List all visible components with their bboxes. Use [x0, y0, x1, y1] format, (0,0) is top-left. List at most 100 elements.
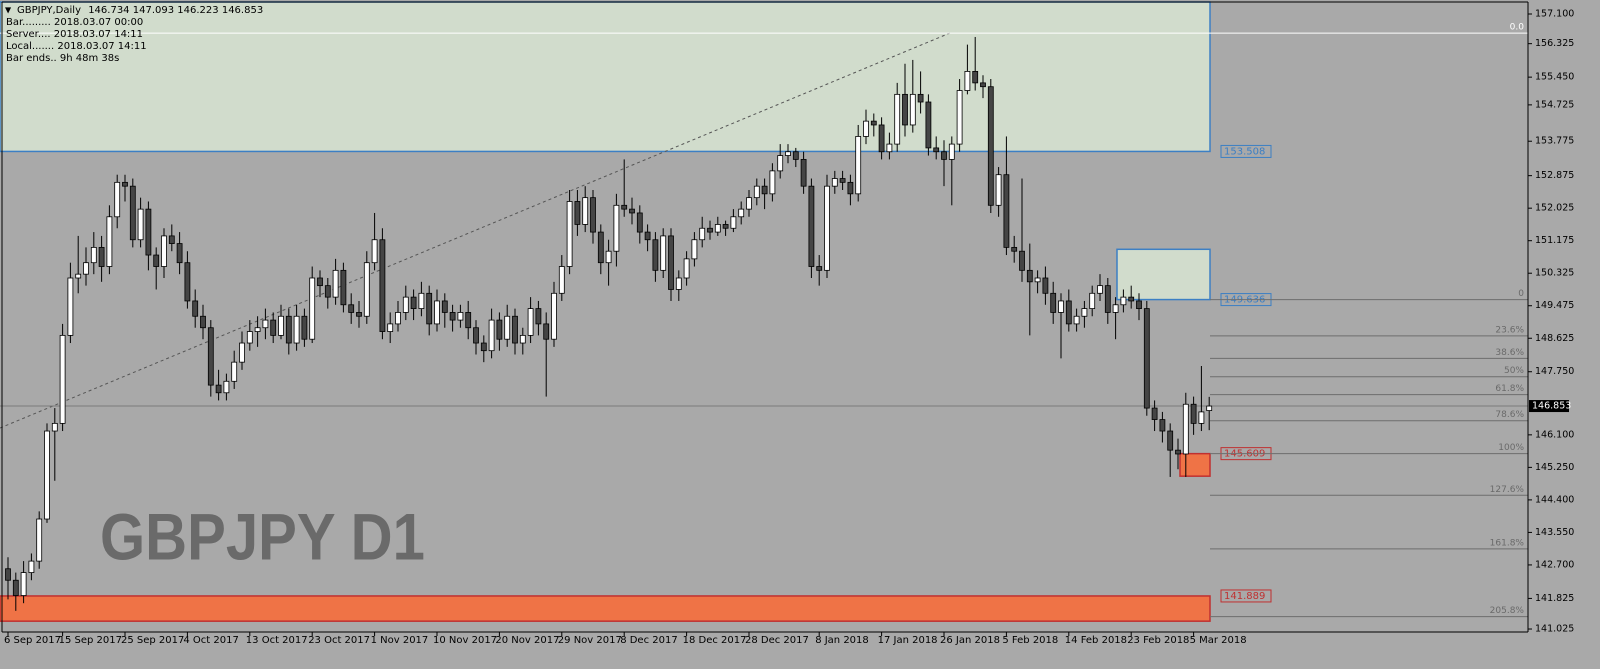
candle-body	[215, 384, 222, 394]
candle-body	[1175, 449, 1181, 455]
candle-body	[551, 292, 557, 340]
candle-body	[972, 71, 979, 84]
candle-body	[878, 124, 885, 153]
y-tick-label: 153.775	[1535, 136, 1574, 147]
candle-body	[184, 262, 191, 302]
zone-label: 153.508	[1224, 146, 1265, 157]
candle-body	[839, 178, 846, 183]
candle-body	[1143, 308, 1150, 409]
x-tick-label: 6 Sep 2017	[4, 635, 61, 646]
candle-body	[956, 90, 963, 145]
y-tick-label: 141.025	[1535, 624, 1574, 635]
candle-body	[769, 170, 776, 195]
info-line: Local....... 2018.03.07 14:11	[6, 41, 147, 52]
candle-body	[948, 143, 955, 160]
zone-label-box	[1220, 589, 1272, 603]
candle-body	[457, 312, 464, 321]
x-tick-label: 4 Oct 2017	[183, 635, 238, 646]
x-tick-label: 1 Nov 2017	[371, 635, 429, 646]
low: 146.223	[177, 5, 218, 16]
zone	[1116, 248, 1211, 301]
candle-body	[714, 224, 721, 233]
fib-label: 100%	[1498, 443, 1524, 453]
candle-body	[917, 93, 924, 103]
x-tick-label: 28 Dec 2017	[745, 635, 809, 646]
candle-body	[192, 300, 199, 317]
y-tick-label: 145.250	[1535, 462, 1574, 473]
candle-body	[223, 380, 230, 394]
x-tick-label: 15 Sep 2017	[59, 635, 122, 646]
candle-body	[371, 239, 378, 264]
fib-label: 78.6%	[1495, 410, 1524, 420]
candle-body	[566, 201, 573, 267]
candle-body	[83, 262, 89, 275]
candle-body	[995, 174, 1002, 206]
candle-body	[1120, 296, 1127, 306]
fib-label: 0.0	[1510, 23, 1525, 33]
candle-body	[504, 315, 511, 340]
candle-body	[176, 243, 183, 264]
candle-body	[379, 239, 386, 332]
candle-body	[1003, 174, 1010, 248]
candle-body	[590, 197, 596, 233]
candle-body	[909, 93, 916, 126]
zone	[0, 595, 1211, 622]
candle-body	[1081, 308, 1088, 317]
candle-body	[1089, 292, 1096, 310]
candle-body	[660, 235, 667, 271]
candle-body	[496, 319, 503, 340]
candle-body	[964, 71, 971, 91]
candle-body	[746, 197, 752, 210]
x-tick-label: 29 Nov 2017	[558, 635, 622, 646]
candle-body	[527, 308, 534, 336]
zone-label: 141.889	[1224, 591, 1265, 602]
candle-body	[652, 239, 659, 271]
candle-body	[1026, 269, 1033, 283]
y-tick-label: 156.325	[1535, 38, 1574, 49]
fib-label: 38.6%	[1495, 348, 1524, 358]
candle-body	[75, 273, 82, 279]
y-tick-label: 142.700	[1535, 559, 1574, 570]
open: 146.734	[88, 5, 129, 16]
candle-body	[558, 266, 565, 294]
candle-body	[161, 235, 167, 267]
y-tick-label: 144.400	[1535, 494, 1574, 505]
x-tick-label: 13 Oct 2017	[246, 635, 308, 646]
candle-body	[51, 422, 58, 432]
y-tick-label: 150.325	[1535, 268, 1574, 279]
candle-body	[12, 579, 19, 596]
x-tick-label: 14 Feb 2018	[1065, 635, 1127, 646]
candle-body	[441, 300, 448, 313]
candle-body	[239, 342, 245, 363]
fib-label: 23.6%	[1495, 325, 1524, 335]
candle-body	[777, 155, 784, 172]
candle-body	[410, 296, 417, 310]
candle-body	[987, 86, 994, 206]
x-tick-label: 10 Nov 2017	[433, 635, 497, 646]
candle-body	[1159, 419, 1166, 432]
candle-body	[1182, 403, 1189, 455]
candle-body	[1198, 411, 1205, 424]
candle-body	[270, 319, 277, 336]
candle-body	[543, 323, 550, 340]
candle-body	[44, 430, 50, 520]
candle-body	[824, 185, 830, 271]
x-tick-label: 23 Feb 2018	[1127, 635, 1189, 646]
fib-label: 127.6%	[1490, 485, 1525, 495]
candle-body	[332, 269, 339, 298]
candle-body	[449, 312, 456, 321]
candle-body	[90, 246, 97, 264]
candle-body	[262, 319, 269, 329]
candle-body	[98, 246, 105, 267]
candle-body	[808, 185, 815, 267]
close: 146.853	[222, 5, 263, 16]
x-tick-label: 26 Jan 2018	[940, 635, 1000, 646]
candle-body	[941, 151, 947, 160]
candle-body	[847, 181, 854, 195]
price-badge-label: 146.853	[1532, 401, 1571, 412]
candle-body	[301, 315, 308, 340]
symbol: GBPJPY,Daily	[17, 5, 81, 16]
x-tick-label: 18 Dec 2017	[683, 635, 747, 646]
